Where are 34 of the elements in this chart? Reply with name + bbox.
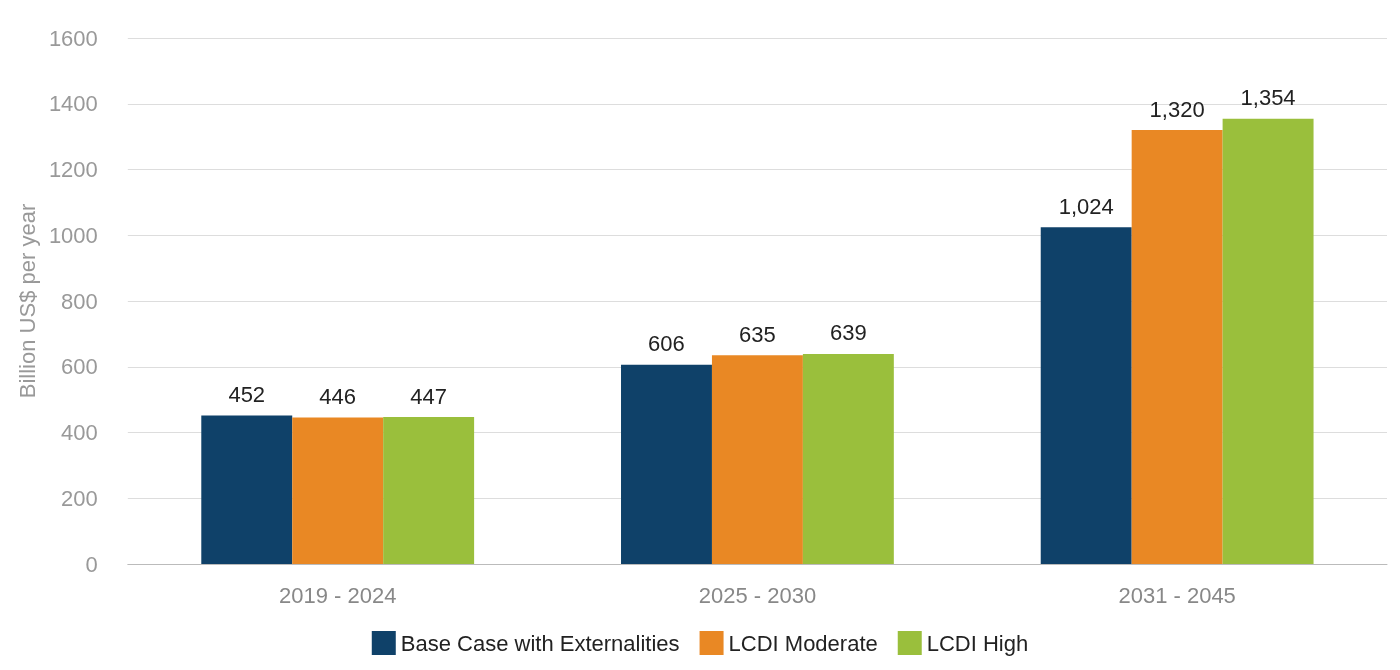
data-label: 1,024 — [1058, 193, 1114, 219]
y-tick-label: 1200 — [48, 157, 98, 182]
data-label: 447 — [410, 383, 447, 409]
bar — [621, 364, 712, 564]
x-tick-label: 2025 - 2030 — [698, 582, 817, 608]
bar — [1040, 227, 1132, 564]
data-label: 446 — [319, 383, 357, 409]
legend-label: Base Case with Externalities — [400, 630, 680, 656]
x-tick-label: 2019 - 2024 — [278, 582, 397, 608]
y-tick-label: 1600 — [48, 25, 98, 51]
x-tick-label: 2031 - 2045 — [1118, 582, 1236, 608]
data-label: 1,354 — [1240, 85, 1296, 111]
y-tick-label: 200 — [61, 485, 98, 511]
data-label: 1,320 — [1149, 96, 1205, 122]
bar — [201, 415, 293, 564]
y-tick-label: 1000 — [48, 222, 98, 248]
y-tick-label: 0 — [85, 551, 98, 577]
bar — [802, 353, 894, 564]
bar — [711, 355, 803, 564]
legend-label: LCDI Moderate — [728, 630, 878, 656]
bar — [1131, 130, 1223, 564]
y-tick-label: 800 — [61, 288, 98, 314]
y-tick-label: 600 — [61, 354, 98, 380]
bar — [1222, 118, 1314, 564]
bar — [383, 417, 475, 564]
y-tick-label: 1400 — [48, 91, 98, 117]
data-label: 606 — [648, 331, 685, 357]
data-label: 639 — [830, 320, 867, 346]
bar — [292, 417, 384, 564]
y-axis-title: Billion US$ per year — [14, 203, 40, 399]
y-tick-label: 400 — [61, 420, 98, 445]
legend-label: LCDI High — [926, 630, 1029, 656]
data-label: 452 — [228, 381, 266, 407]
data-label: 635 — [739, 321, 776, 347]
